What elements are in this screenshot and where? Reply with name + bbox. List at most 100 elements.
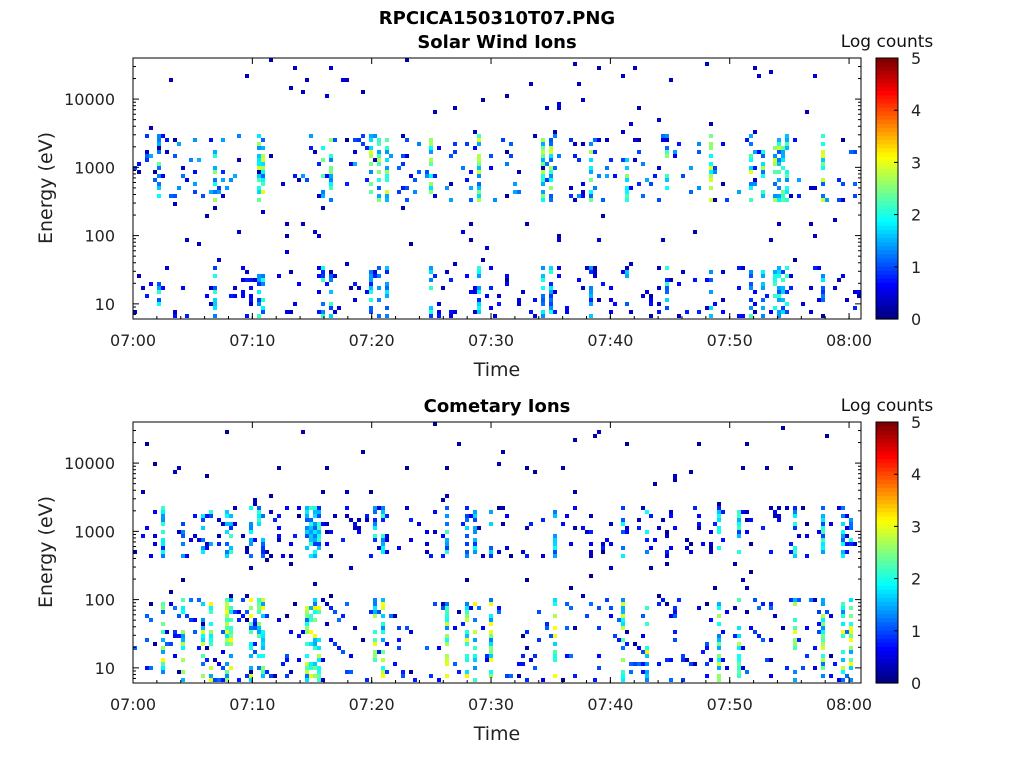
heatmap-cell	[477, 298, 481, 302]
heatmap-cell	[233, 286, 237, 290]
panel-title: Solar Wind Ions	[417, 32, 576, 53]
plot-frame	[132, 57, 862, 320]
heatmap-cell	[473, 146, 477, 150]
heatmap-cell	[225, 186, 229, 190]
y-axis-label: Energy (eV)	[35, 496, 57, 608]
colorbar-segment	[876, 470, 898, 476]
heatmap-cell	[717, 506, 721, 510]
heatmap-cell	[473, 526, 477, 530]
heatmap-cell	[257, 522, 261, 526]
figure-title: RPCICA150310T07.PNG	[379, 8, 615, 29]
heatmap-cell	[361, 90, 365, 94]
heatmap-cell	[321, 598, 325, 602]
heatmap-cell	[825, 434, 829, 438]
heatmap-cell	[709, 270, 713, 274]
heatmap-cell	[301, 430, 305, 434]
heatmap-cell	[821, 642, 825, 646]
heatmap-cell	[437, 302, 441, 306]
heatmap-cell	[353, 162, 357, 166]
heatmap-cell	[653, 174, 657, 178]
heatmap-cell	[589, 286, 593, 290]
heatmap-cell	[201, 626, 205, 630]
heatmap-cell	[317, 194, 321, 198]
heatmap-cell	[841, 530, 845, 534]
heatmap-cell	[385, 314, 389, 318]
heatmap-cell	[753, 598, 757, 602]
heatmap-cell	[405, 626, 409, 630]
heatmap-cell	[441, 554, 445, 558]
heatmap-cell	[841, 678, 845, 682]
heatmap-cell	[381, 638, 385, 642]
heatmap-cell	[317, 274, 321, 278]
heatmap-cell	[821, 278, 825, 282]
heatmap-cell	[621, 546, 625, 550]
heatmap-cell	[385, 266, 389, 270]
heatmap-cell	[601, 550, 605, 554]
heatmap-cell	[349, 654, 353, 658]
heatmap-cell	[353, 522, 357, 526]
heatmap-cell	[397, 166, 401, 170]
heatmap-cell	[849, 526, 853, 530]
heatmap-cell	[445, 270, 449, 274]
heatmap-cell	[473, 678, 477, 682]
heatmap-cell	[453, 150, 457, 154]
heatmap-cell	[589, 178, 593, 182]
heatmap-cell	[249, 614, 253, 618]
heatmap-cell	[201, 514, 205, 518]
heatmap-cell	[549, 158, 553, 162]
heatmap-cell	[745, 518, 749, 522]
heatmap-cell	[433, 174, 437, 178]
heatmap-cell	[781, 150, 785, 154]
heatmap-cell	[313, 526, 317, 530]
heatmap-cell	[837, 178, 841, 182]
heatmap-cell	[849, 606, 853, 610]
heatmap-cell	[225, 606, 229, 610]
heatmap-cell	[261, 550, 265, 554]
heatmap-cell	[305, 518, 309, 522]
heatmap-cell	[797, 638, 801, 642]
heatmap-cell	[261, 210, 265, 214]
heatmap-cell	[313, 642, 317, 646]
heatmap-cell	[181, 610, 185, 614]
heatmap-cell	[697, 310, 701, 314]
heatmap-cell	[473, 518, 477, 522]
heatmap-cell	[685, 538, 689, 542]
heatmap-cell	[709, 170, 713, 174]
heatmap-cell	[621, 598, 625, 602]
heatmap-cell	[589, 158, 593, 162]
heatmap-cell	[197, 538, 201, 542]
heatmap-cell	[321, 678, 325, 682]
heatmap-cell	[377, 314, 381, 318]
heatmap-cell	[841, 182, 845, 186]
heatmap-cell	[589, 602, 593, 606]
heatmap-cell	[257, 190, 261, 194]
heatmap-cell	[309, 542, 313, 546]
heatmap-cell	[785, 170, 789, 174]
heatmap-cell	[261, 538, 265, 542]
heatmap-cell	[345, 506, 349, 510]
heatmap-cell	[449, 314, 453, 318]
heatmap-cell	[773, 270, 777, 274]
heatmap-cell	[473, 602, 477, 606]
heatmap-cell	[445, 638, 449, 642]
heatmap-cell	[565, 306, 569, 310]
colorbar-segment	[876, 422, 898, 427]
heatmap-cell	[717, 606, 721, 610]
heatmap-cell	[213, 150, 217, 154]
heatmap-cell	[573, 626, 577, 630]
heatmap-cell	[309, 630, 313, 634]
heatmap-cell	[621, 646, 625, 650]
heatmap-cell	[721, 630, 725, 634]
heatmap-cell	[229, 550, 233, 554]
heatmap-cell	[645, 654, 649, 658]
heatmap-cell	[377, 154, 381, 158]
heatmap-cell	[693, 230, 697, 234]
heatmap-cell	[325, 94, 329, 98]
heatmap-cell	[849, 542, 853, 546]
heatmap-cell	[553, 626, 557, 630]
heatmap-cell	[645, 646, 649, 650]
heatmap-cell	[381, 546, 385, 550]
heatmap-cell	[249, 530, 253, 534]
heatmap-cell	[521, 662, 525, 666]
